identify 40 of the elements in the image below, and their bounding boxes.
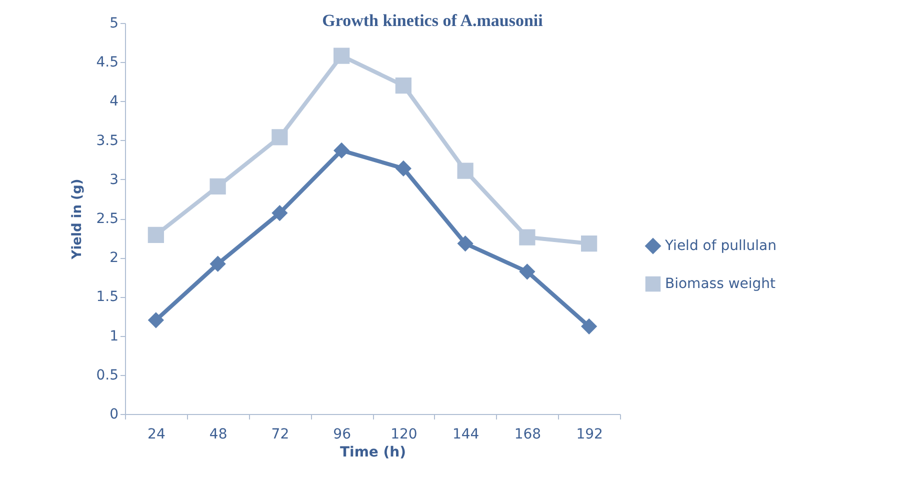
point xyxy=(148,312,164,328)
point xyxy=(272,129,288,146)
x-axis-title: Time (h) xyxy=(340,444,406,460)
point xyxy=(210,256,226,272)
point xyxy=(519,264,536,280)
y-tick-label: 5 xyxy=(110,16,118,32)
x-tick-label: 96 xyxy=(333,426,352,442)
point xyxy=(272,204,288,222)
x-tick-label: 168 xyxy=(514,426,542,442)
point xyxy=(334,48,350,64)
y-tick-label: 0 xyxy=(110,406,118,422)
point xyxy=(395,78,412,94)
point xyxy=(334,142,350,159)
y-tick-label: 2 xyxy=(110,250,118,266)
x-tick-label: 48 xyxy=(209,426,228,442)
y-axis-title: Yield in (g) xyxy=(70,178,86,260)
legend-label: Biomass weight xyxy=(665,276,776,292)
y-tick-label: 1 xyxy=(110,328,118,344)
point xyxy=(519,229,536,246)
x-tick-label: 120 xyxy=(390,426,418,442)
point xyxy=(457,162,474,179)
y-tick-label: 1.5 xyxy=(96,289,118,306)
point xyxy=(210,178,226,194)
point xyxy=(581,318,598,334)
x-tick-label: 72 xyxy=(271,426,290,442)
point xyxy=(457,235,474,252)
x-tick-label: 144 xyxy=(452,426,480,442)
x-tick-label: 24 xyxy=(148,426,166,442)
y-tick-label: 2.5 xyxy=(96,211,118,227)
chart-title: Growth kinetics of A.mausonii xyxy=(322,11,544,30)
point xyxy=(581,235,598,252)
y-tick-label: 3.5 xyxy=(96,132,118,149)
y-tick-label: 3 xyxy=(110,172,118,188)
legend-label: Yield of pullulan xyxy=(664,238,776,254)
x-tick-label: 192 xyxy=(576,426,603,442)
point xyxy=(148,226,164,243)
y-tick-label: 4.5 xyxy=(96,54,118,71)
point xyxy=(395,160,412,177)
y-tick-label: 0.5 xyxy=(96,367,118,384)
y-tick-label: 4 xyxy=(110,94,119,110)
